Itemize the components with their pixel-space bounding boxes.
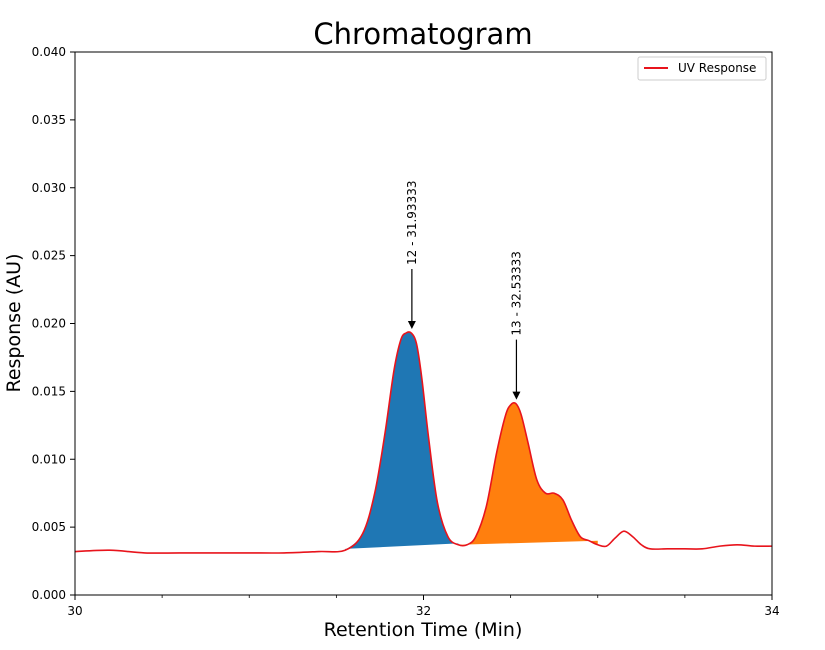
peak-annotations: 12 - 31.93333 13 - 32.53333 <box>405 181 523 400</box>
uv-response-line <box>74 331 773 554</box>
y-tick-label-4: 0.020 <box>32 317 66 331</box>
x-tick-label-1: 32 <box>416 604 431 618</box>
y-tick-label-8: 0.040 <box>32 45 66 59</box>
x-tick-label-2: 34 <box>764 604 779 618</box>
y-tick-label-3: 0.015 <box>32 384 66 398</box>
chart-title: Chromatogram <box>313 17 532 51</box>
peak-arrow-head-2 <box>512 391 521 400</box>
y-axis: 0.000 0.005 0.010 0.015 0.020 0.025 0.030 0.035… <box>32 45 75 602</box>
y-tick-label-5: 0.025 <box>32 249 66 263</box>
y-axis-title: Response (AU) <box>3 253 25 392</box>
legend-frame <box>637 56 767 81</box>
peak-fills <box>345 331 598 551</box>
y-tick-label-1: 0.005 <box>32 520 66 534</box>
peak-fill-1 <box>345 331 459 551</box>
x-axis-title: Retention Time (Min) <box>324 619 523 641</box>
y-tick-label-7: 0.035 <box>32 113 66 127</box>
legend-label: UV Response <box>678 61 756 75</box>
peak-arrow-head-1 <box>407 321 416 330</box>
peak-label-2: 13 - 32.53333 <box>509 251 523 336</box>
legend: UV Response <box>637 56 767 81</box>
series-lines <box>74 331 773 554</box>
y-tick-label-0: 0.000 <box>32 588 66 602</box>
x-tick-label-0: 30 <box>67 604 82 618</box>
peak-label-1: 12 - 31.93333 <box>405 181 419 266</box>
x-axis: 30 32 34 <box>67 595 780 618</box>
peak-fill-2 <box>458 402 598 546</box>
y-tick-label-6: 0.030 <box>32 181 66 195</box>
y-tick-label-2: 0.010 <box>32 452 66 466</box>
